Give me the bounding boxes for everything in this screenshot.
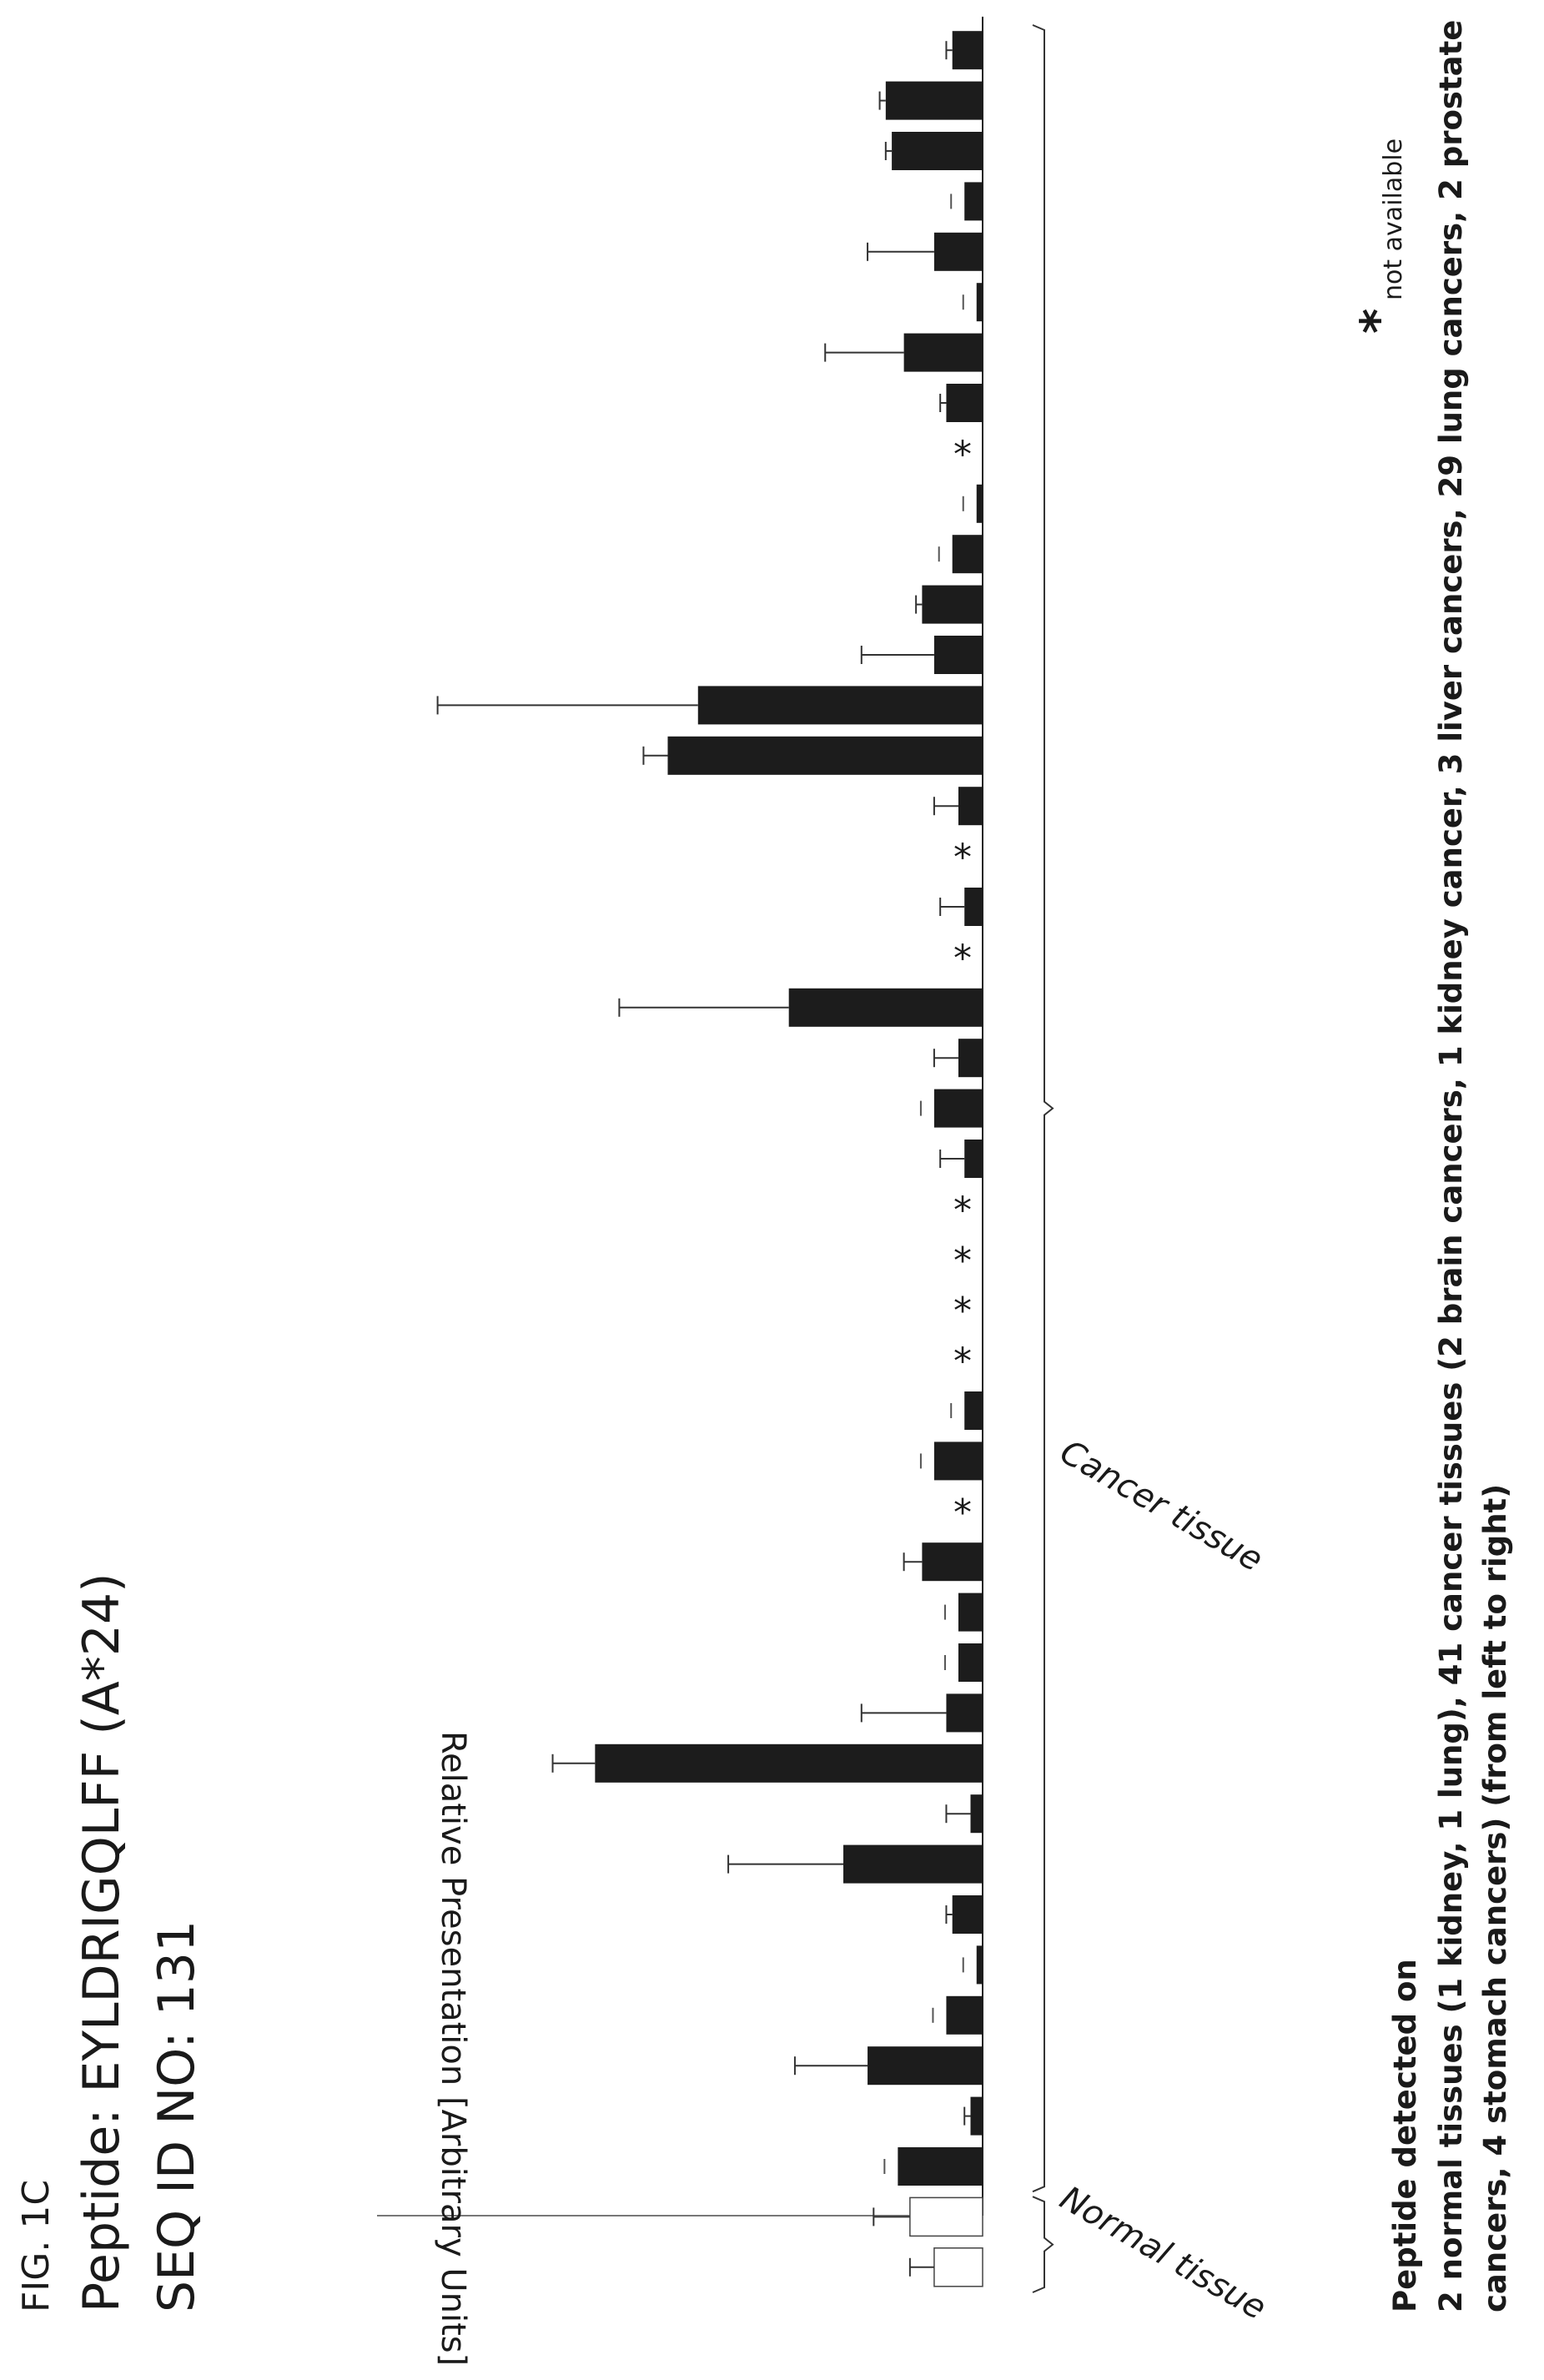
bar [868, 2046, 983, 2086]
missing-marker: * [953, 1240, 972, 1282]
bar [667, 736, 983, 775]
bar [976, 484, 983, 523]
bar [964, 1391, 983, 1430]
bar [909, 2196, 983, 2237]
group-label-cancer-tissue: Cancer tissue [1054, 1432, 1270, 1579]
footnote-text: not available [1379, 138, 1408, 300]
caption-line-3: cancers, 4 stomach cancers) (from left t… [1477, 1484, 1513, 2312]
bars-layer: * * * * * * * * [436, 17, 983, 2287]
bar [946, 1995, 983, 2035]
bar [976, 1945, 983, 1985]
bar [788, 988, 983, 1027]
bar [952, 535, 983, 574]
y-axis-label: Relative Presentation [Arbitrary Units] [434, 1731, 472, 2366]
missing-marker: * [953, 837, 972, 879]
missing-marker: * [953, 937, 972, 979]
missing-marker: * [953, 1341, 972, 1383]
figure-label: FIG. 1C [15, 2180, 58, 2312]
bar [933, 636, 983, 674]
bar [892, 132, 983, 170]
caption-line-1: Peptide detected on [1387, 1959, 1423, 2312]
missing-marker: * [953, 1189, 972, 1231]
cancer-tissue-bracket [1032, 24, 1054, 2193]
group-brackets [1032, 24, 1054, 2293]
footnote-asterisk: * [1350, 309, 1406, 334]
missing-marker: * [953, 433, 972, 475]
bar [933, 1089, 983, 1128]
bar [595, 1743, 983, 1783]
bar [958, 1643, 983, 1682]
missing-marker: * [953, 1492, 972, 1534]
bar [964, 182, 983, 221]
bar [922, 585, 983, 624]
bar [697, 686, 983, 725]
bar [958, 1593, 983, 1632]
bar [952, 1895, 983, 1934]
bar [885, 81, 983, 120]
bar [903, 333, 983, 372]
bar [946, 1693, 983, 1733]
bar [933, 2247, 983, 2287]
bar [952, 31, 983, 70]
bar [958, 787, 983, 826]
bar [958, 1039, 983, 1078]
bar [843, 1844, 983, 1884]
caption-line-2: 2 normal tissues (1 kidney, 1 lung), 41 … [1433, 20, 1469, 2312]
bar [970, 1794, 983, 1834]
bar [976, 283, 983, 322]
bar [970, 2096, 983, 2136]
bar [964, 1140, 983, 1178]
bar [933, 1442, 983, 1481]
normal-tissue-bracket [1032, 2196, 1054, 2293]
bar [964, 888, 983, 926]
bar [922, 1542, 983, 1582]
bar [946, 384, 983, 422]
peptide-line: Peptide: EYLDRIGQLFF (A*24) [73, 1572, 131, 2312]
seq-id-line: SEQ ID NO: 131 [148, 1920, 206, 2312]
group-label-normal-tissue: Normal tissue [1054, 2179, 1273, 2327]
bar [898, 2147, 983, 2186]
bar [933, 232, 983, 271]
missing-marker: * [953, 1290, 972, 1332]
